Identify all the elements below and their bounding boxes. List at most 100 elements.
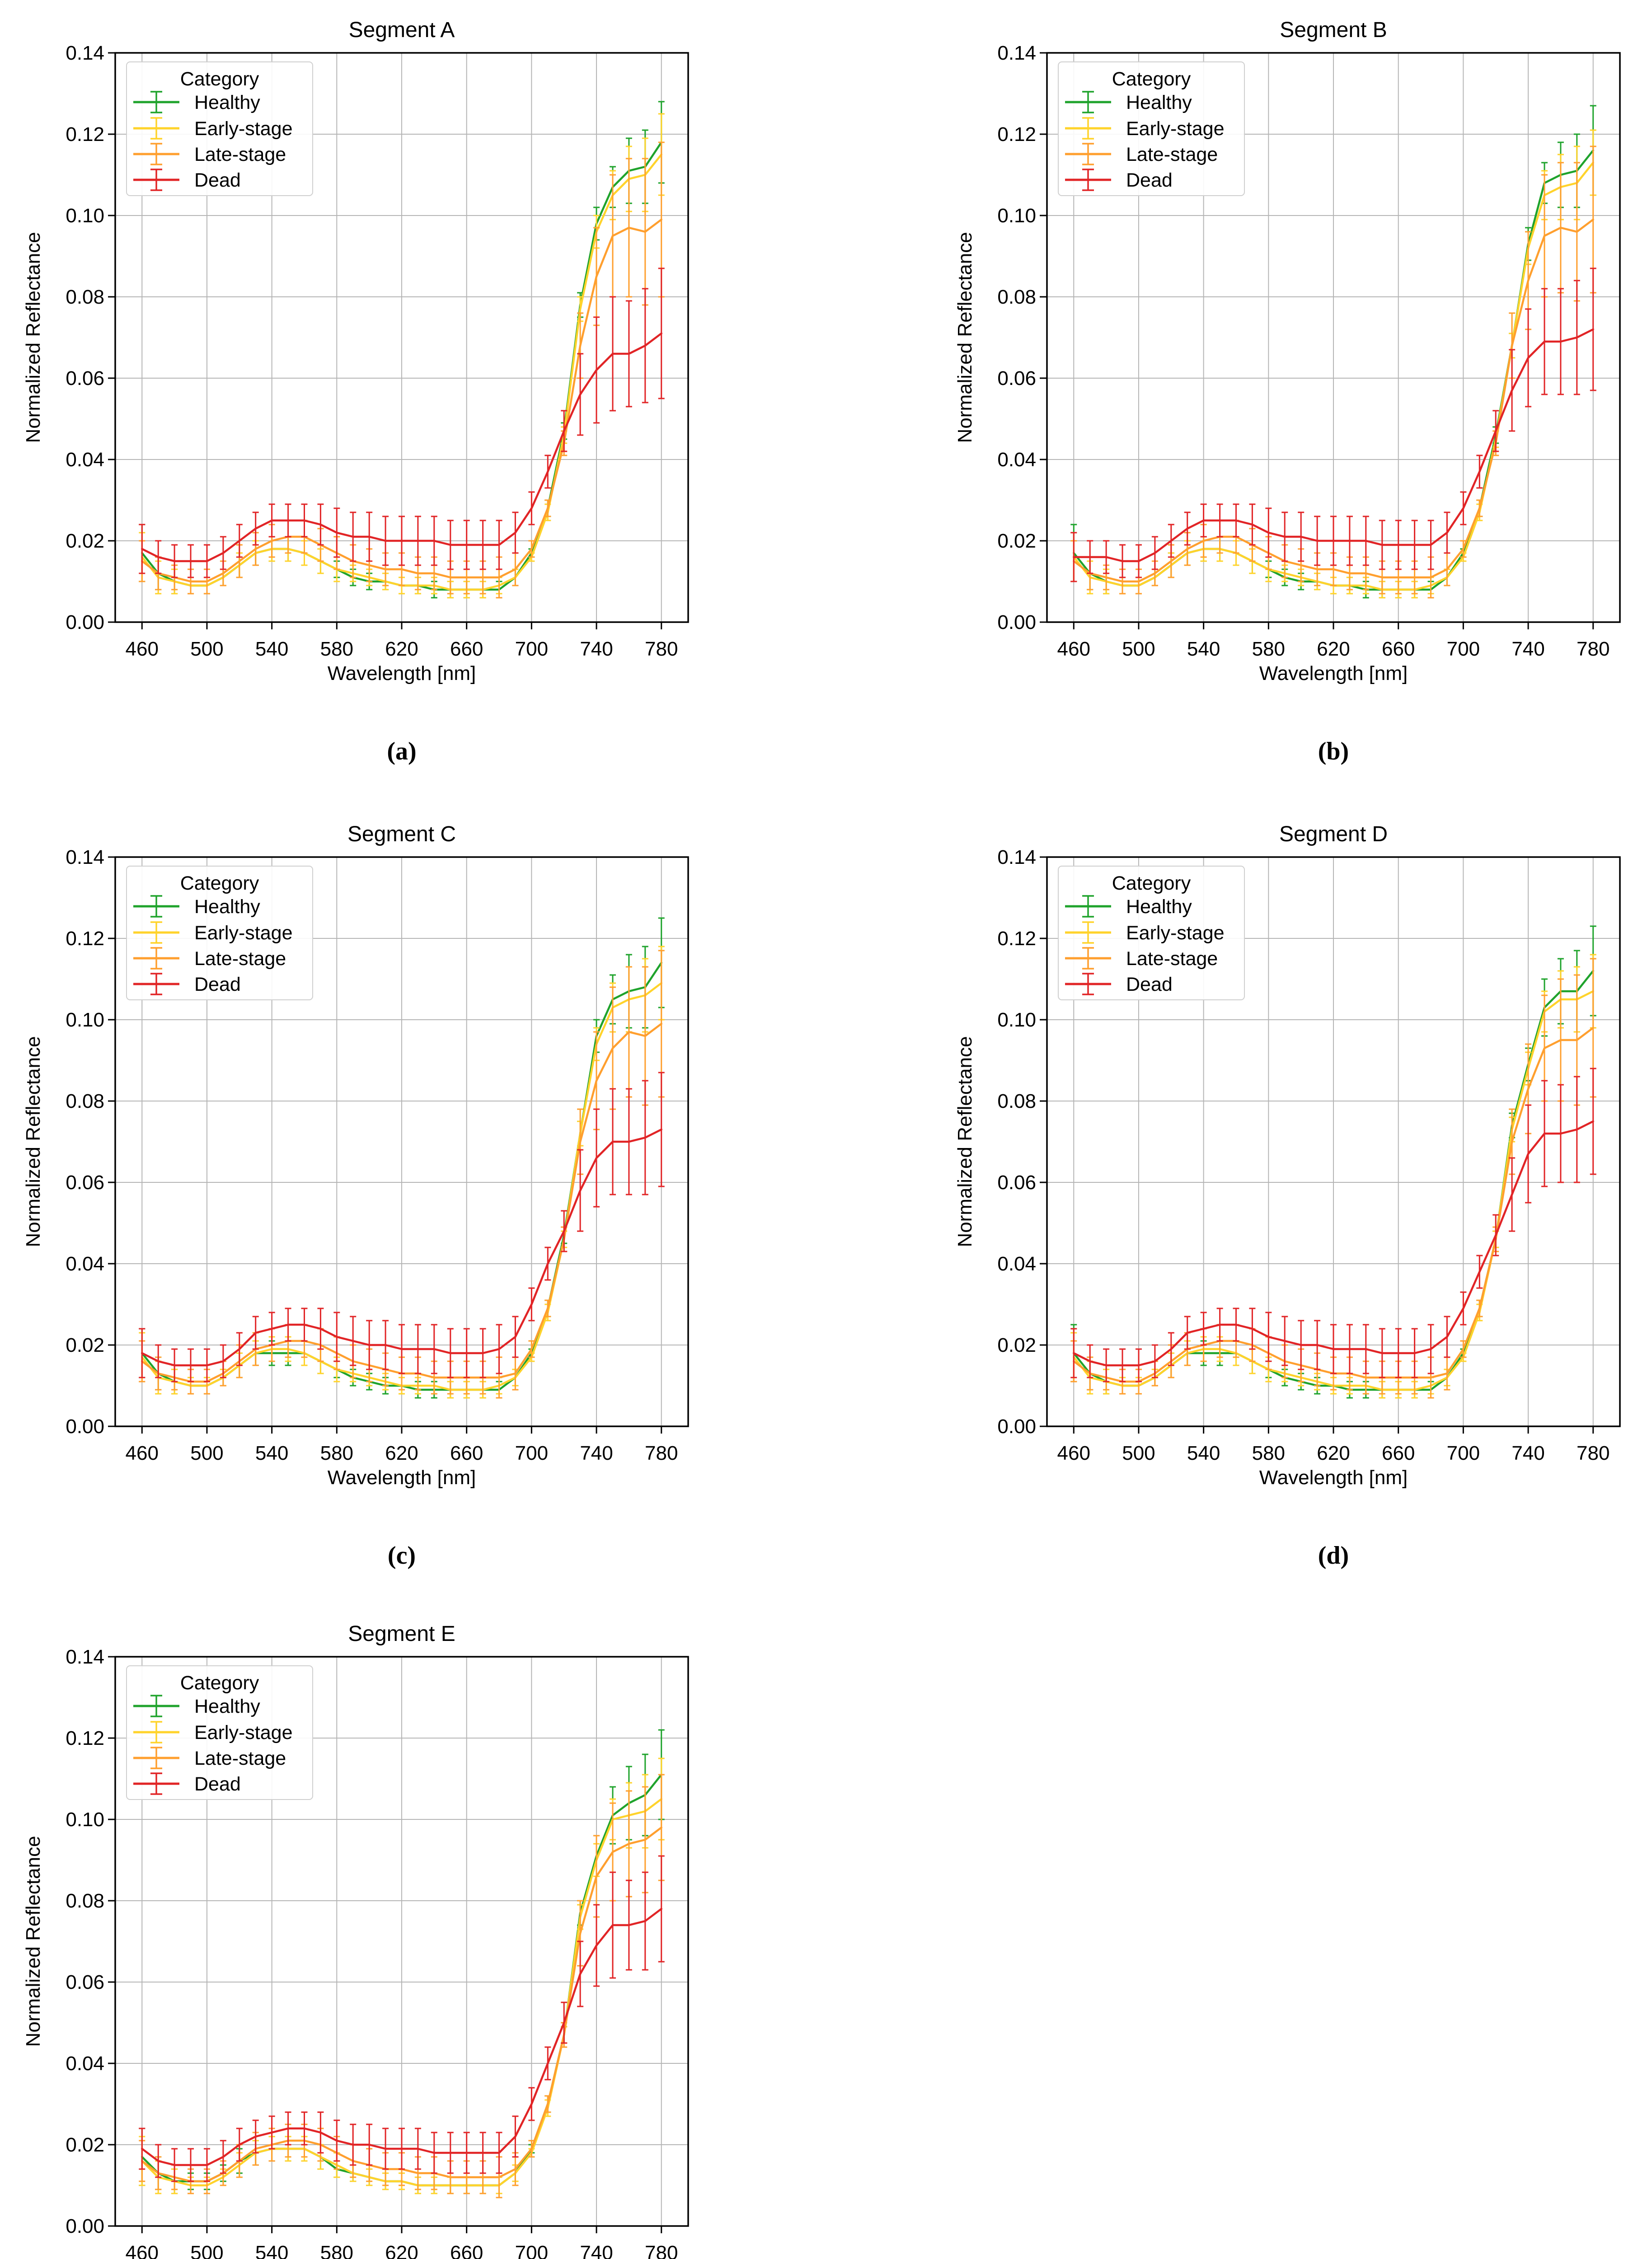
- series-dead: [139, 1855, 665, 2182]
- x-tick-label: 700: [1447, 1442, 1480, 1464]
- y-tick-label: 0.08: [997, 1090, 1036, 1112]
- x-tick-label: 740: [580, 1442, 613, 1464]
- y-tick-label: 0.04: [66, 2053, 104, 2075]
- axis-tick-labels: 460 500 540 580 620 660 700 740 780 0.00 0.02 0.04 0…: [66, 1646, 678, 2259]
- y-tick-label: 0.10: [997, 205, 1036, 227]
- axis-tick-labels: 460 500 540 580 620 660 700 740 780 0.00 0.02 0.04 0…: [66, 846, 678, 1464]
- legend-label-dead: Dead: [194, 1773, 241, 1795]
- line-dead: [1073, 1120, 1594, 1367]
- x-tick-label: 460: [1057, 638, 1090, 660]
- axis-tick-labels: 460 500 540 580 620 660 700 740 780 0.00 0.02 0.04 0…: [997, 42, 1610, 660]
- x-tick-label: 540: [255, 2242, 288, 2259]
- legend-marker-healthy: [133, 895, 179, 918]
- segment-a-chart: 460 500 540 580 620 660 700 740 780 0.00 0.02 0.04 0…: [22, 18, 689, 684]
- legend-marker-dead: [133, 973, 179, 995]
- y-tick-label: 0.12: [997, 123, 1036, 145]
- legend-label-healthy: Healthy: [1126, 896, 1192, 918]
- legend-title: Category: [180, 872, 259, 894]
- chart-title: Segment A: [349, 18, 455, 42]
- legend-marker-early-stage: [133, 1721, 179, 1743]
- caption-c: (c): [387, 1542, 416, 1570]
- legend-box: [126, 61, 313, 196]
- axis-ticks: [1040, 52, 1594, 629]
- y-tick-label: 0.02: [66, 2134, 104, 2156]
- axis-ticks: [108, 856, 662, 1434]
- y-tick-label: 0.14: [997, 42, 1036, 64]
- series-dead: [1070, 1068, 1596, 1383]
- axis-ticks: [108, 1656, 662, 2233]
- legend-marker-early-stage: [133, 117, 179, 140]
- x-tick-label: 500: [190, 638, 223, 660]
- legend-title: Category: [180, 68, 259, 90]
- axis-tick-labels: 460 500 540 580 620 660 700 740 780 0.00 0.02 0.04 0…: [66, 42, 678, 660]
- legend-label-late-stage: Late-stage: [194, 948, 286, 970]
- x-tick-label: 660: [1382, 1442, 1415, 1464]
- legend-label-late-stage: Late-stage: [194, 144, 286, 165]
- x-tick-label: 660: [450, 2242, 483, 2259]
- legend-marker-dead: [1065, 973, 1111, 995]
- x-tick-label: 460: [126, 2242, 159, 2259]
- plot-frame: [1046, 856, 1621, 1427]
- legend-marker-early-stage: [1065, 921, 1111, 944]
- legend-label-healthy: Healthy: [194, 896, 260, 918]
- y-axis-label: Normalized Reflectance: [22, 232, 44, 443]
- x-tick-label: 580: [320, 1442, 353, 1464]
- x-tick-label: 540: [1187, 1442, 1220, 1464]
- legend-marker-dead: [1065, 169, 1111, 191]
- y-tick-label: 0.10: [66, 205, 104, 227]
- x-tick-label: 740: [580, 638, 613, 660]
- line-dead: [1073, 328, 1594, 562]
- y-tick-label: 0.14: [66, 42, 104, 64]
- legend-label-late-stage: Late-stage: [1126, 144, 1218, 165]
- x-tick-label: 540: [1187, 638, 1220, 660]
- legend-marker-dead: [133, 169, 179, 191]
- line-late-stage: [1073, 218, 1594, 583]
- x-tick-label: 620: [385, 638, 418, 660]
- y-tick-label: 0.00: [66, 2215, 104, 2237]
- axis-ticks: [108, 52, 662, 629]
- x-tick-label: 620: [385, 2242, 418, 2259]
- legend-label-late-stage: Late-stage: [1126, 948, 1218, 970]
- x-tick-label: 500: [1122, 638, 1155, 660]
- y-tick-label: 0.06: [66, 1172, 104, 1194]
- legend-label-early-stage: Early-stage: [1126, 922, 1224, 944]
- y-axis-label: Normalized Reflectance: [954, 1036, 976, 1247]
- legend-box: [126, 1665, 313, 1800]
- legend-title: Category: [180, 1672, 259, 1694]
- legend-marker-healthy: [133, 91, 179, 113]
- legend-label-dead: Dead: [194, 974, 241, 995]
- legend-marker-late-stage: [1065, 143, 1111, 165]
- series-dead: [139, 1072, 665, 1383]
- plot-frame: [114, 856, 689, 1427]
- y-tick-label: 0.08: [997, 286, 1036, 308]
- x-tick-label: 660: [1382, 638, 1415, 660]
- x-tick-label: 660: [450, 1442, 483, 1464]
- x-tick-label: 780: [645, 1442, 678, 1464]
- legend-marker-healthy: [1065, 895, 1111, 918]
- plot-frame: [1046, 52, 1621, 623]
- y-tick-label: 0.04: [66, 449, 104, 471]
- y-tick-label: 0.06: [66, 1971, 104, 1993]
- y-tick-label: 0.10: [66, 1809, 104, 1831]
- x-tick-label: 700: [515, 1442, 548, 1464]
- legend-label-early-stage: Early-stage: [1126, 118, 1224, 140]
- y-tick-label: 0.04: [66, 1253, 104, 1275]
- legend-box: [126, 866, 313, 1000]
- y-tick-label: 0.12: [66, 1727, 104, 1749]
- legend-marker-dead: [133, 1772, 179, 1795]
- chart-title: Segment C: [347, 822, 456, 846]
- x-tick-label: 700: [515, 2242, 548, 2259]
- x-tick-label: 780: [645, 638, 678, 660]
- x-tick-label: 740: [580, 2242, 613, 2259]
- y-tick-label: 0.14: [66, 846, 104, 868]
- chart-panel-segment-a: 460 500 540 580 620 660 700 740 780 0.00 0.02 0.04 0…: [0, 0, 705, 696]
- y-tick-label: 0.06: [66, 367, 104, 389]
- y-tick-label: 0.04: [997, 449, 1036, 471]
- legend-label-early-stage: Early-stage: [194, 922, 292, 944]
- y-tick-label: 0.02: [997, 1334, 1036, 1356]
- y-tick-label: 0.12: [66, 123, 104, 145]
